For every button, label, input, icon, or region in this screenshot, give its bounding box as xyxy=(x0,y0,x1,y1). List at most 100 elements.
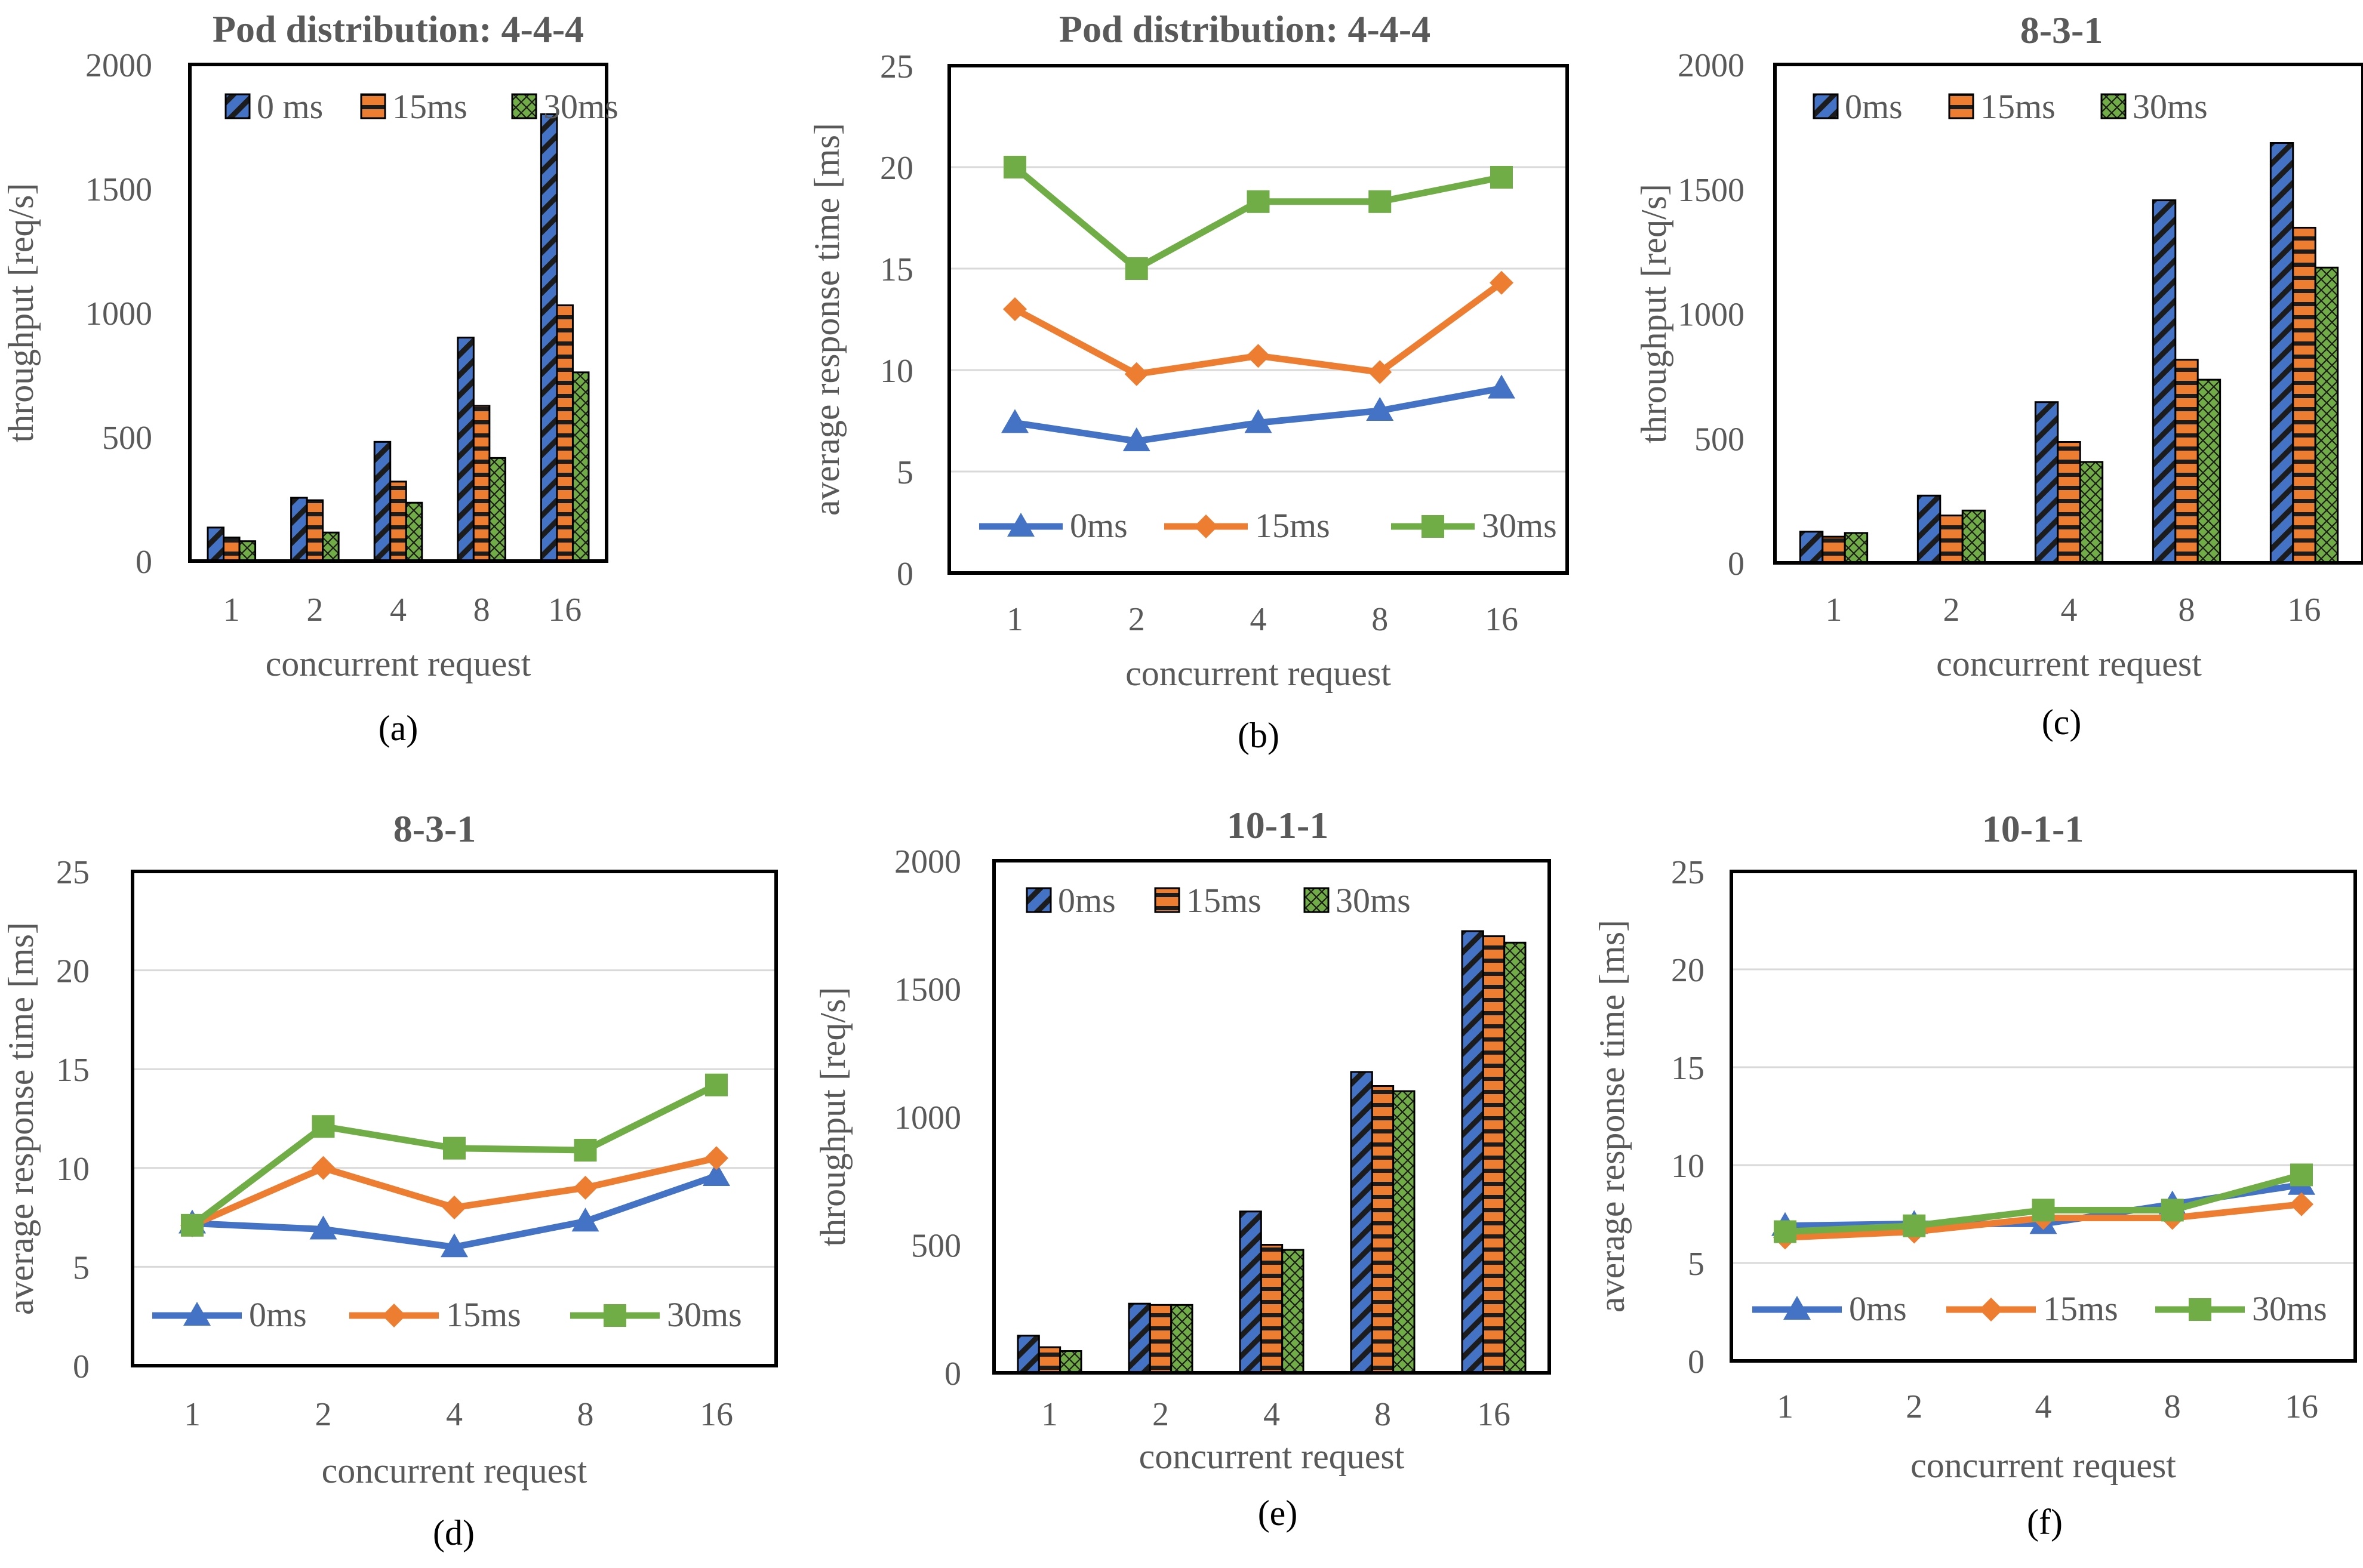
x-tick-label: 2 xyxy=(315,1396,332,1433)
y-tick-label: 0 xyxy=(73,1348,90,1385)
x-tick-label: 1 xyxy=(1007,601,1023,638)
chart-title: Pod distribution: 4-4-4 xyxy=(213,8,584,50)
chart-title: 8-3-1 xyxy=(2020,9,2103,51)
x-axis-label: concurrent request xyxy=(1910,1446,2176,1485)
y-tick-label: 1000 xyxy=(1678,297,1744,334)
point-30ms-1 xyxy=(1774,1220,1796,1243)
point-30ms-1 xyxy=(181,1213,204,1237)
y-axis-label: throughput [req/s] xyxy=(813,987,853,1247)
y-axis-label: average response time [ms] xyxy=(1592,920,1632,1313)
x-tick-label: 16 xyxy=(2285,1388,2318,1425)
legend-label: 15ms xyxy=(446,1295,521,1334)
bar-15ms-1 xyxy=(1822,535,1846,564)
point-15ms-8 xyxy=(1368,360,1392,384)
y-tick-label: 500 xyxy=(102,420,152,457)
x-tick-label: 2 xyxy=(1943,592,1960,629)
bar-15ms-8 xyxy=(1371,1085,1395,1374)
chart-title: 10-1-1 xyxy=(1982,808,2084,850)
x-tick-label: 2 xyxy=(1152,1396,1169,1433)
point-0ms-4 xyxy=(1244,409,1272,433)
x-tick-label: 4 xyxy=(2035,1388,2052,1425)
legend-label: 15ms xyxy=(1980,87,2056,126)
chart-panel-b: 0 5 10 15 20 25 1 2 4 8 16 concurrent request averag… xyxy=(807,8,1569,755)
series-line-30ms xyxy=(1011,164,1505,272)
bar-15ms-16 xyxy=(556,304,574,562)
x-tick-label: 16 xyxy=(1485,601,1518,638)
y-tick-label: 15 xyxy=(880,251,913,288)
point-30ms-2 xyxy=(1125,257,1148,280)
y-axis-label: average response time [ms] xyxy=(807,123,847,516)
legend-marker-0ms xyxy=(1783,1296,1811,1320)
x-tick-label: 2 xyxy=(306,592,323,629)
bar-30ms-1 xyxy=(1844,532,1869,564)
bar-0ms-16 xyxy=(2269,142,2294,564)
legend-swatch-15ms xyxy=(1154,887,1180,913)
x-tick-label: 8 xyxy=(1371,601,1388,638)
bar-0ms-4 xyxy=(373,440,392,562)
plot-frame xyxy=(131,870,778,1367)
legend-marker-0ms xyxy=(1007,513,1035,537)
legend-swatch-30ms xyxy=(1303,887,1330,913)
legend-label: 15ms xyxy=(392,87,467,126)
x-axis-label: concurrent request xyxy=(1936,644,2202,683)
bar-30ms-2 xyxy=(1170,1304,1193,1374)
x-axis-label: concurrent request xyxy=(1125,654,1391,693)
point-30ms-16 xyxy=(1490,166,1513,189)
y-tick-label: 10 xyxy=(56,1151,90,1188)
plot-frame xyxy=(188,63,608,563)
legend: 0ms 15ms 30ms xyxy=(152,1295,742,1334)
panel-caption: (e) xyxy=(1258,1493,1298,1533)
legend-label: 30ms xyxy=(1482,506,1557,545)
y-tick-label: 20 xyxy=(56,953,90,990)
x-tick-label: 2 xyxy=(1906,1388,1922,1425)
legend-swatch-0ms xyxy=(1813,93,1839,119)
x-tick-label: 1 xyxy=(184,1396,201,1433)
x-axis-label: concurrent request xyxy=(322,1451,587,1490)
legend-swatch-30ms xyxy=(2100,93,2127,119)
bar-30ms-8 xyxy=(488,457,506,562)
x-tick-label: 8 xyxy=(1374,1396,1391,1433)
point-0ms-4 xyxy=(441,1233,468,1258)
bar-15ms-4 xyxy=(389,480,407,562)
point-0ms-1 xyxy=(1001,409,1029,433)
point-0ms-8 xyxy=(571,1207,599,1232)
chart-title: Pod distribution: 4-4-4 xyxy=(1059,8,1430,50)
x-tick-label: 1 xyxy=(1777,1388,1793,1425)
x-tick-label: 4 xyxy=(2061,592,2078,629)
bar-15ms-8 xyxy=(472,405,491,562)
bar-30ms-16 xyxy=(571,371,590,562)
legend-swatch-0ms xyxy=(224,93,251,119)
legend-marker-15ms xyxy=(1194,515,1218,538)
panel-caption: (d) xyxy=(433,1513,475,1552)
x-tick-label: 1 xyxy=(1041,1396,1058,1433)
legend-label: 0 ms xyxy=(257,87,323,126)
point-15ms-16 xyxy=(1490,270,1513,295)
chart-panel-d: 0 5 10 15 20 25 1 2 4 8 16 concurrent request averag… xyxy=(1,808,778,1552)
bar-0ms-4 xyxy=(1239,1210,1262,1374)
y-tick-label: 15 xyxy=(56,1052,90,1089)
legend: 0 ms 15ms 30ms xyxy=(224,87,619,126)
x-tick-label: 2 xyxy=(1128,601,1145,638)
y-tick-label: 0 xyxy=(1688,1344,1704,1381)
y-tick-label: 1500 xyxy=(894,972,961,1009)
bar-0ms-16 xyxy=(1461,930,1484,1374)
legend-label: 30ms xyxy=(1336,881,1411,920)
legend-label: 0ms xyxy=(1849,1289,1907,1328)
bar-15ms-16 xyxy=(1482,935,1506,1374)
point-0ms-2 xyxy=(309,1215,337,1240)
y-tick-label: 5 xyxy=(897,454,913,491)
legend-label: 0ms xyxy=(1845,87,1903,126)
point-0ms-16 xyxy=(1488,374,1515,399)
legend-swatch-0ms xyxy=(1026,887,1052,913)
point-30ms-2 xyxy=(312,1115,335,1138)
legend-label: 30ms xyxy=(2133,87,2208,126)
bar-0ms-8 xyxy=(1350,1071,1373,1374)
plot-frame xyxy=(947,64,1569,575)
point-15ms-2 xyxy=(311,1156,336,1180)
bar-30ms-4 xyxy=(1281,1249,1304,1374)
x-tick-label: 1 xyxy=(223,592,240,629)
chart-panel-f: 0 5 10 15 20 25 1 2 4 8 16 concurrent request averag… xyxy=(1592,808,2357,1542)
x-tick-label: 4 xyxy=(1250,601,1267,638)
legend-label: 15ms xyxy=(1186,881,1262,920)
y-tick-label: 10 xyxy=(880,353,913,390)
